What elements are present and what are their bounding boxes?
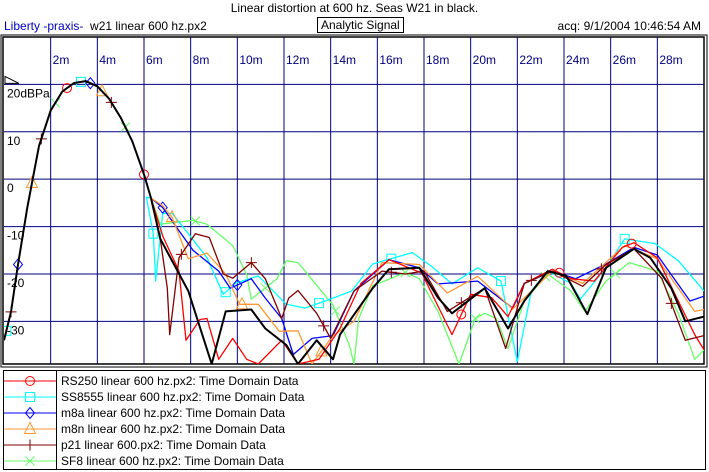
chart-title: Linear distortion at 600 hz. Seas W21 in…: [230, 1, 479, 15]
legend-label: m8n linear 600 hz.px2: Time Domain Data: [61, 422, 286, 436]
square-marker: [220, 287, 231, 298]
legend-label: SS8555 linear 600 hz.px2: Time Domain Da…: [61, 390, 305, 404]
acquisition-timestamp: acq: 9/1/2004 10:46:54 AM: [557, 19, 701, 33]
legend-divider: [56, 371, 57, 469]
file-name: w21 linear 600 hz.px2: [90, 19, 207, 33]
legend-item: SS8555 linear 600 hz.px2: Time Domain Da…: [4, 389, 704, 405]
circle-marker: [25, 376, 35, 386]
series-group: [4, 76, 704, 364]
legend-item: m8n linear 600 hz.px2: Time Domain Data: [4, 421, 704, 437]
x-tick-label: 4m: [99, 53, 116, 67]
triangle-marker: [235, 296, 249, 310]
square-marker: [619, 233, 630, 244]
plus-marker: [245, 257, 257, 269]
square-marker: [25, 392, 35, 402]
x-marker: [610, 268, 621, 279]
x-marker: [190, 216, 201, 226]
x-tick-label: 8m: [193, 53, 210, 67]
y-tick-label: 20dBPa: [7, 86, 50, 100]
legend-item: SF8 linear 600 hz.px2: Time Domain Data: [4, 453, 704, 469]
legend-symbol: [4, 392, 56, 402]
y-tick-label: -20: [7, 276, 25, 290]
x-tick-label: 6m: [146, 53, 163, 67]
circle-marker: [626, 238, 637, 249]
x-tick-label: 18m: [426, 53, 449, 67]
square-marker: [4, 325, 12, 336]
square-marker: [314, 298, 324, 309]
plus-marker: [318, 320, 330, 332]
x-tick-label: 24m: [566, 53, 589, 67]
reference-triangle-icon: [4, 75, 20, 84]
file-title: Liberty -praxis- w21 linear 600 hz.px2: [4, 19, 207, 33]
triangle-marker: [165, 209, 179, 223]
x-tick-label: 26m: [613, 53, 636, 67]
x-marker: [470, 313, 481, 324]
plot-frame-outer: [0, 34, 708, 368]
x-marker: [25, 456, 35, 466]
circle-marker: [456, 309, 467, 320]
circle-marker: [62, 83, 72, 94]
diamond-marker: [24, 406, 36, 420]
square-marker: [148, 228, 159, 239]
x-tick-label: 16m: [379, 53, 402, 67]
x-marker: [330, 306, 341, 316]
legend-item: m8a linear 600 hz.px2: Time Domain Data: [4, 405, 704, 421]
legend-symbol: [4, 421, 56, 434]
plus-marker: [175, 248, 187, 260]
legend-symbol: [4, 376, 56, 386]
legend-label: RS250 linear 600 hz.px2: Time Domain Dat…: [61, 374, 299, 388]
plot-frame: [2, 36, 705, 365]
circle-marker: [139, 169, 149, 180]
plot-area: 2m 4m 6m 8m 10m 12m 14m 16m 18m 20m 22m 24m 26m 28m 20…: [0, 34, 708, 368]
series-line: [4, 80, 704, 364]
legend-item: p21 linear 600.px2: Time Domain Data: [4, 437, 704, 453]
x-tick-label: 10m: [239, 53, 262, 67]
diamond-marker: [157, 201, 168, 214]
y-tick-label: -30: [7, 323, 25, 337]
x-tick-label: 14m: [333, 53, 356, 67]
legend-item: RS250 linear 600 hz.px2: Time Domain Dat…: [4, 373, 704, 389]
analytic-signal-button[interactable]: Analytic Signal: [317, 17, 404, 33]
x-tick-label: 12m: [286, 53, 309, 67]
y-tick-label: -10: [7, 229, 25, 243]
diamond-marker: [232, 278, 243, 292]
x-tick-label: 2m: [53, 53, 70, 67]
legend-label: p21 linear 600.px2: Time Domain Data: [61, 438, 266, 452]
x-tick-label: 28m: [659, 53, 682, 67]
plus-marker: [24, 439, 36, 451]
y-tick-label: 10: [7, 134, 21, 148]
legend: RS250 linear 600 hz.px2: Time Domain Dat…: [3, 370, 706, 470]
square-marker: [496, 276, 506, 287]
y-tick-label: 0: [7, 181, 14, 195]
triangle-marker: [95, 83, 109, 97]
x-tick-label: 22m: [519, 53, 542, 67]
legend-label: m8a linear 600 hz.px2: Time Domain Data: [61, 406, 286, 420]
brand-label: Liberty -praxis-: [4, 19, 84, 33]
x-tick-label: 20m: [473, 53, 496, 67]
triangle-marker: [23, 421, 37, 434]
legend-symbol: [4, 439, 56, 451]
legend-symbol: [4, 406, 56, 420]
plus-marker: [525, 274, 537, 286]
legend-label: SF8 linear 600 hz.px2: Time Domain Data: [61, 454, 284, 468]
plus-marker: [665, 297, 677, 309]
legend-symbol: [4, 456, 56, 466]
